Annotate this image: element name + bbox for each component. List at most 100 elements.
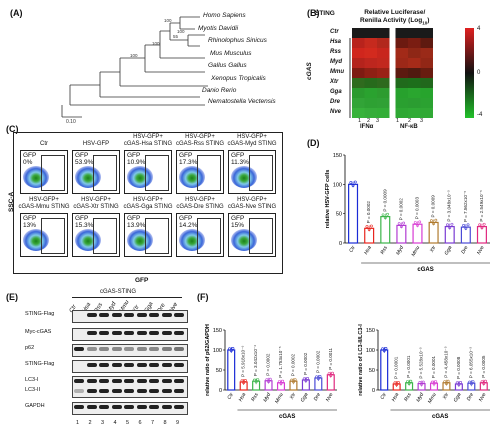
y-axis-label: relative ratio of p62/GAPDH <box>205 324 211 396</box>
blot-band <box>124 347 134 351</box>
facs-gate-label: GFP 15.3% <box>75 215 93 229</box>
data-point <box>396 380 400 384</box>
facs-title: HSV-GFP+ cGAS-Xtr STING <box>68 197 124 211</box>
blot-band <box>136 379 147 383</box>
data-point <box>265 378 269 382</box>
facs-gate-label: GFP 17.3% <box>179 152 197 166</box>
heatmap-cell <box>364 28 377 38</box>
heatmap-row-label: Myd <box>330 59 342 65</box>
facs-plot: GFP 15% <box>228 213 276 257</box>
x-tick-label: Ctr <box>226 392 235 401</box>
blot-band <box>111 379 122 383</box>
blot-band <box>149 347 159 351</box>
x-tick-label: Xtr <box>441 392 450 402</box>
data-point <box>393 381 397 385</box>
blot-lane-number: 5 <box>126 420 130 426</box>
facs-gate <box>249 218 273 254</box>
blot-band <box>124 313 134 317</box>
bar-chart-2: 0 50 100 150 Ctr Hsa P = 0.0001 Rss P = 0.0001 My… <box>358 324 490 420</box>
y-tick-label: 50 <box>369 368 375 374</box>
p-value-label: P = 0.0002 <box>315 350 320 373</box>
bootstrap-value: 100 <box>152 41 160 46</box>
x-tick-label: Ctr <box>379 392 388 401</box>
facs-cell-cloud <box>127 229 153 251</box>
heatmap-cell <box>408 28 421 38</box>
blot-band <box>136 363 147 367</box>
heatmap-cell <box>408 78 421 88</box>
data-point <box>228 347 231 351</box>
facs-title: HSV-GFP+ cGAS-Myd STING <box>224 134 280 148</box>
heatmap-cell <box>395 88 408 98</box>
color-scale-tick: -4 <box>477 112 483 118</box>
y-tick-label: 100 <box>333 182 342 188</box>
facs-plot: GFP 13% <box>20 213 68 257</box>
x-tick-label: Rss <box>380 245 390 256</box>
heatmap-row-label: Hsa <box>330 39 342 45</box>
y-tick-label: 150 <box>333 153 342 159</box>
data-point <box>468 380 472 384</box>
data-point <box>455 381 459 385</box>
blot-band <box>86 363 97 367</box>
facs-gate-label: GFP 15% <box>231 215 244 229</box>
facs-title: HSV-GFP <box>68 141 124 148</box>
heatmap-cell <box>377 108 390 118</box>
heatmap-cell <box>364 38 377 48</box>
blot-band <box>149 405 159 409</box>
blot-band <box>99 389 109 393</box>
blot-band <box>161 379 172 383</box>
x-tick-label: Ctr <box>348 245 357 254</box>
gate-percent: 13% <box>23 222 37 229</box>
blot-row-label: STING-Flag <box>25 311 55 317</box>
blot-band <box>174 313 184 317</box>
y-tick-label: 0 <box>372 388 375 394</box>
data-point <box>443 380 447 384</box>
heatmap-row-label: Mmu <box>330 69 344 75</box>
gate-percent: 15% <box>231 222 245 229</box>
blot-band <box>111 389 122 393</box>
blot-lane-number: 1 <box>76 420 80 426</box>
facs-gate <box>41 155 65 191</box>
blot-band <box>86 389 97 393</box>
facs-title-line: cGAS-Myd STING <box>227 141 277 147</box>
heatmap-cell <box>395 28 408 38</box>
heatmap-cell <box>395 38 408 48</box>
blot-band <box>174 347 184 351</box>
y-tick-label: 50 <box>336 212 342 218</box>
p-value-label: P = 0.0002 <box>266 353 271 376</box>
heatmap-cell <box>377 98 390 108</box>
heatmap-cell <box>395 68 408 78</box>
bootstrap-value: 55 <box>173 34 179 39</box>
blot-band <box>111 405 122 409</box>
heatmap-cell <box>352 28 365 38</box>
data-point <box>318 374 322 378</box>
data-point <box>281 379 285 383</box>
heatmap-row-label: Gga <box>330 89 342 95</box>
facs-title: HSV-GFP+ cGAS-Gga STING <box>120 197 176 211</box>
data-point <box>306 376 310 380</box>
gate-percent: 10.9% <box>127 159 146 166</box>
y-tick-label: 150 <box>366 328 375 334</box>
gate-percent: 17.3% <box>179 159 198 166</box>
y-axis-label: relative ratio of LC3-II/LC3-I <box>358 324 364 396</box>
data-point <box>478 223 482 227</box>
data-point <box>252 378 256 382</box>
heatmap-cell <box>408 48 421 58</box>
species-label: Danio Rerio <box>202 87 237 94</box>
facs-gate-label: GFP 53.9% <box>75 152 93 166</box>
facs-title-line: HSV-GFP+ <box>237 197 267 203</box>
blot-row-label: LC3-I <box>25 377 39 383</box>
x-tick-label: Dre <box>313 392 322 402</box>
heatmap-cell <box>377 88 390 98</box>
gate-name: GFP <box>75 215 89 222</box>
facs-plot: GFP 13.9% <box>124 213 172 257</box>
heatmap-row-header: STING <box>315 10 335 17</box>
blot-band <box>86 347 97 351</box>
data-point <box>482 222 486 226</box>
heatmap-cell <box>395 48 408 58</box>
facs-title-line: cGAS-Gga STING <box>123 204 173 210</box>
facs-title-line: cGAS-Nve STING <box>227 204 277 210</box>
data-point <box>240 379 244 383</box>
blot-header-line <box>72 297 182 298</box>
data-point <box>446 379 450 383</box>
